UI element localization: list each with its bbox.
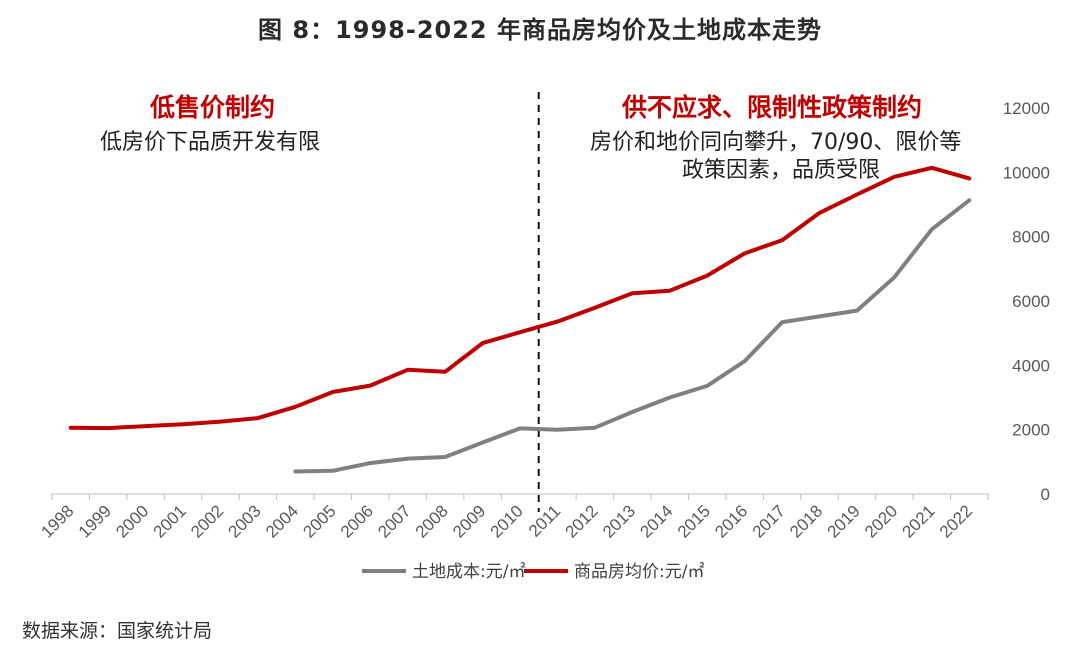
y-tick-label: 2000: [1012, 421, 1050, 440]
y-tick-label: 10000: [1003, 163, 1050, 182]
x-tick-label: 2014: [636, 501, 676, 541]
x-tick-label: 2021: [898, 501, 938, 541]
x-tick-label: 2008: [412, 501, 452, 541]
land-cost-line: [293, 198, 972, 474]
x-tick-label: 1999: [75, 501, 115, 541]
x-tick-label: 2002: [187, 501, 227, 541]
x-tick-label: 2020: [861, 501, 901, 541]
y-tick-label: 12000: [1003, 99, 1050, 118]
house-price-line: [68, 165, 972, 431]
x-tick-label: 1998: [37, 501, 77, 541]
x-tick-label: 2015: [674, 501, 714, 541]
y-tick-label: 6000: [1012, 292, 1050, 311]
x-tick-label: 2000: [112, 501, 152, 541]
x-tick-label: 2013: [599, 501, 639, 541]
x-tick-label: 2005: [299, 501, 339, 541]
x-tick-label: 2011: [525, 501, 564, 540]
y-tick-label: 8000: [1012, 228, 1050, 247]
right-annotation-heading: 供不应求、限制性政策制约: [622, 93, 923, 122]
x-tick-label: 2012: [562, 501, 602, 541]
y-tick-label: 0: [1041, 485, 1050, 504]
legend-label: 土地成本:元/㎡: [412, 562, 525, 582]
chart-title: 图 8：1998-2022 年商品房均价及土地成本走势: [258, 16, 822, 44]
x-tick-label: 2019: [824, 501, 864, 541]
y-tick-label: 4000: [1012, 356, 1050, 375]
x-tick-label: 2004: [262, 501, 302, 541]
x-tick-label: 2003: [225, 501, 265, 541]
x-tick-label: 2010: [487, 501, 527, 541]
x-tick-label: 2001: [150, 501, 190, 541]
left-annotation-text: 低房价下品质开发有限: [100, 130, 321, 155]
data-source: 数据来源：国家统计局: [22, 620, 213, 642]
left-annotation-heading: 低售价制约: [150, 93, 276, 122]
legend-label: 商品房均价:元/㎡: [574, 562, 704, 582]
x-tick-label: 2007: [374, 501, 414, 541]
x-tick-label: 2017: [749, 501, 789, 541]
x-tick-label: 2006: [337, 501, 377, 541]
x-tick-label: 2022: [936, 501, 976, 541]
x-tick-label: 2009: [449, 501, 489, 541]
right-annotation-text-line1: 房价和地价同向攀升，70/90、限价等: [590, 130, 962, 155]
x-tick-label: 2018: [786, 501, 826, 541]
right-annotation-text-line2: 政策因素，品质受限: [682, 158, 881, 183]
x-tick-label: 2016: [711, 501, 751, 541]
